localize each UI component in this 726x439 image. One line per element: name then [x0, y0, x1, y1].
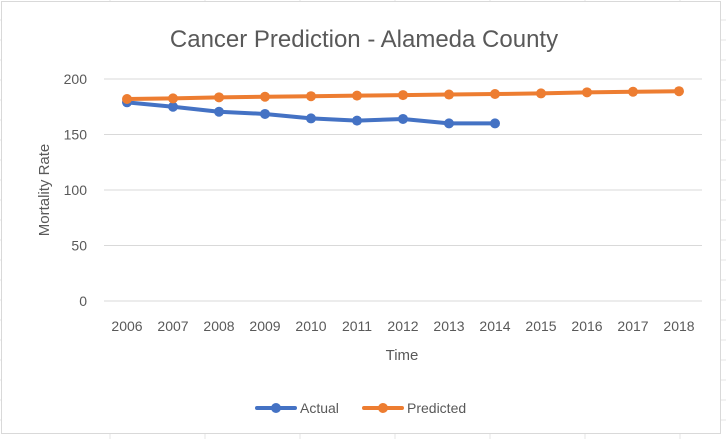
legend-item-actual: Actual	[255, 400, 339, 416]
data-point-predicted	[536, 88, 546, 99]
series-actual	[122, 97, 500, 129]
x-tick-label: 2010	[295, 318, 326, 334]
legend-label: Actual	[300, 400, 339, 416]
data-point-predicted	[628, 86, 638, 97]
data-point-predicted	[168, 93, 178, 104]
series-predicted	[122, 86, 684, 104]
data-point-predicted	[306, 91, 316, 102]
x-tick-label: 2018	[663, 318, 694, 334]
x-tick-label: 2015	[525, 318, 556, 334]
x-tick-label: 2016	[571, 318, 602, 334]
x-axis-tick-labels: 2006 2007 2008 2009 2010 2011 2012 2013 2014 2015…	[111, 318, 694, 334]
x-tick-label: 2007	[157, 318, 188, 334]
x-axis-title: Time	[386, 347, 419, 364]
y-tick-label: 200	[64, 71, 88, 87]
data-point-actual	[214, 106, 224, 117]
data-point-actual	[398, 113, 408, 124]
data-point-predicted	[214, 92, 224, 103]
legend-item-predicted: Predicted	[362, 400, 466, 416]
data-point-actual	[490, 118, 500, 129]
series-lines	[122, 86, 684, 129]
gridlines	[104, 78, 702, 302]
data-point-actual	[168, 101, 178, 112]
x-tick-label: 2012	[387, 318, 418, 334]
data-point-predicted	[674, 86, 684, 97]
data-point-actual	[352, 115, 362, 126]
data-point-predicted	[122, 93, 132, 104]
x-tick-label: 2014	[479, 318, 510, 334]
y-tick-label: 0	[79, 293, 87, 309]
chart-title: Cancer Prediction - Alameda County	[170, 26, 558, 53]
data-point-predicted	[582, 87, 592, 98]
x-tick-label: 2006	[111, 318, 142, 334]
line-chart: 0 50 100 150 200 2006 2007 2008 2009 2010 2011 201…	[36, 26, 702, 416]
legend-label: Predicted	[407, 400, 466, 416]
data-point-predicted	[260, 91, 270, 102]
y-tick-label: 100	[64, 182, 88, 198]
y-tick-label: 50	[71, 238, 87, 254]
y-axis-title: Mortality Rate	[36, 144, 53, 237]
x-tick-label: 2011	[342, 318, 372, 334]
data-point-actual	[444, 118, 454, 129]
data-point-predicted	[490, 88, 500, 99]
x-tick-label: 2008	[203, 318, 234, 334]
legend-swatch-marker	[378, 403, 388, 413]
x-tick-label: 2009	[249, 318, 280, 334]
data-point-actual	[306, 113, 316, 124]
chart-area[interactable]: 0 50 100 150 200 2006 2007 2008 2009 2010 2011 201…	[1, 1, 721, 434]
data-point-predicted	[444, 89, 454, 100]
data-point-predicted	[398, 90, 408, 101]
data-point-predicted	[352, 90, 362, 101]
data-point-actual	[260, 108, 270, 119]
x-tick-label: 2013	[433, 318, 464, 334]
x-tick-label: 2017	[617, 318, 648, 334]
legend: Actual Predicted	[255, 400, 466, 416]
y-axis-tick-labels: 0 50 100 150 200	[64, 71, 88, 309]
legend-swatch-marker	[271, 403, 281, 413]
y-tick-label: 150	[64, 127, 88, 143]
